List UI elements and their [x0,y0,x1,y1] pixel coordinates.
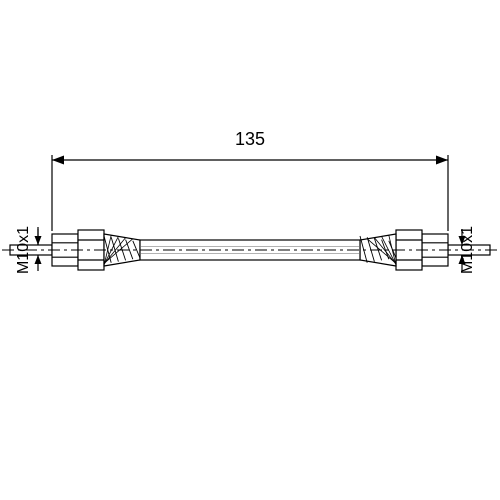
length-dimension-value: 135 [235,129,265,149]
thread-spec-left: M10x1 [15,226,32,274]
hose-technical-drawing: 135 M10x1 M10x1 [0,0,500,500]
thread-spec-right: M10x1 [459,226,476,274]
